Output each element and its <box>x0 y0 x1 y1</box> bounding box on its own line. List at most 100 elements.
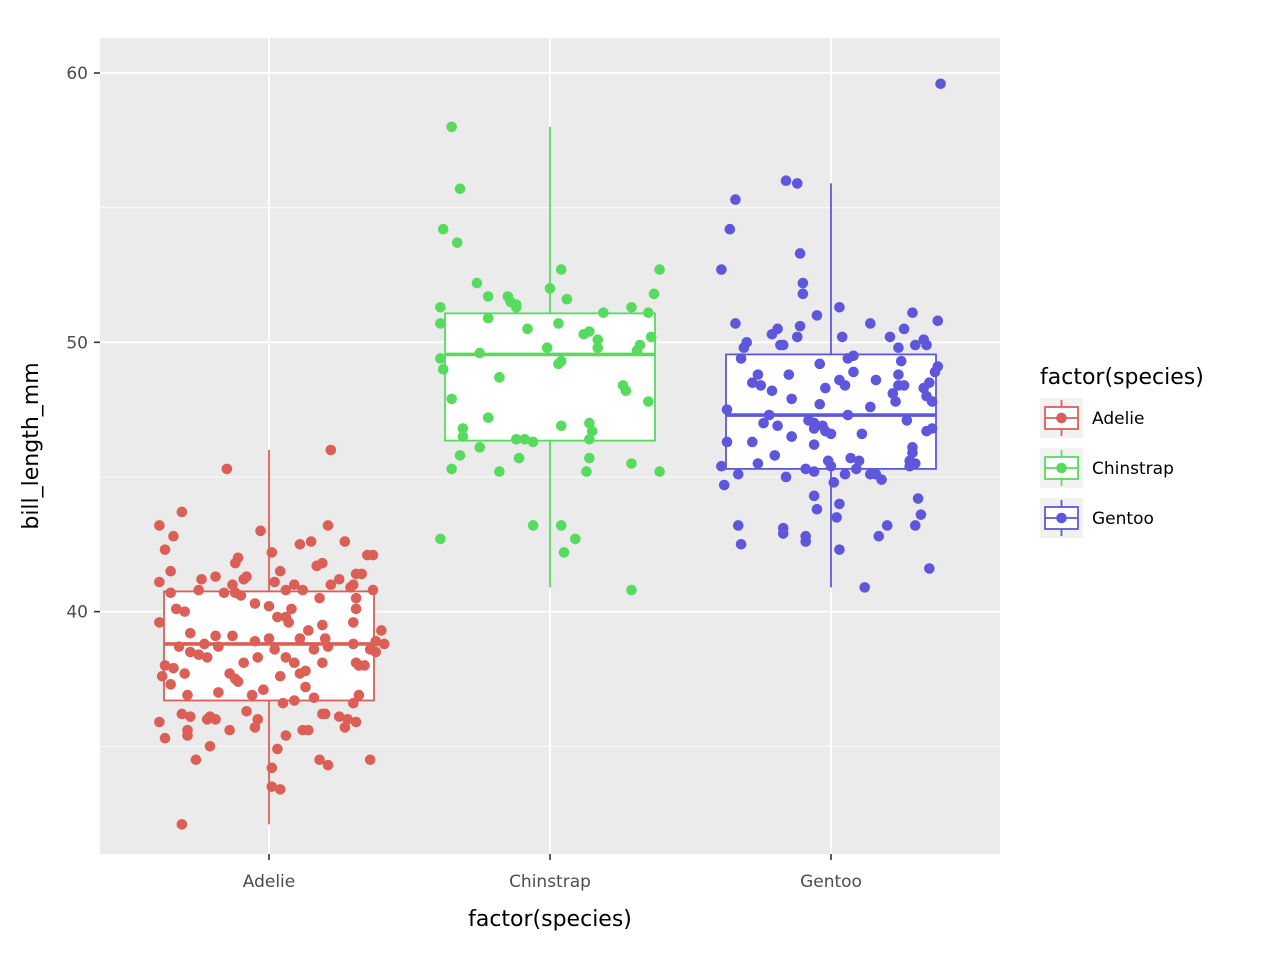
data-point-chinstrap <box>474 347 486 359</box>
data-point-adelie <box>274 784 286 795</box>
data-point-gentoo <box>741 337 752 348</box>
data-point-gentoo <box>876 474 887 485</box>
legend-key-point <box>1056 412 1067 424</box>
data-point-adelie <box>308 644 320 655</box>
data-point-chinstrap <box>437 223 449 235</box>
data-point-adelie <box>364 754 376 766</box>
data-point-adelie <box>185 627 196 639</box>
data-point-adelie <box>227 630 238 642</box>
data-point-adelie <box>238 657 250 669</box>
data-point-chinstrap <box>654 466 665 477</box>
data-point-chinstrap <box>454 183 466 195</box>
data-point-gentoo <box>752 458 764 469</box>
data-point-gentoo <box>834 498 845 510</box>
data-point-gentoo <box>800 463 812 475</box>
data-point-chinstrap <box>454 450 466 461</box>
data-point-chinstrap <box>643 396 654 407</box>
data-point-gentoo <box>873 530 885 542</box>
data-point-adelie <box>159 660 171 671</box>
data-point-adelie <box>241 705 252 717</box>
data-point-gentoo <box>808 423 820 434</box>
data-point-gentoo <box>856 428 868 440</box>
data-point-gentoo <box>820 382 831 394</box>
data-point-chinstrap <box>494 466 505 477</box>
data-point-gentoo <box>794 320 806 332</box>
data-point-adelie <box>176 506 188 518</box>
data-point-chinstrap <box>446 463 457 475</box>
data-point-adelie <box>249 598 261 609</box>
data-point-adelie <box>165 679 176 690</box>
data-point-adelie <box>274 565 286 577</box>
data-point-adelie <box>263 600 275 612</box>
legend: factor(species) Adelie Chinstrap Gentoo <box>1040 365 1204 538</box>
data-point-adelie <box>345 582 356 593</box>
data-point-chinstrap <box>482 412 494 424</box>
data-point-gentoo <box>791 331 803 343</box>
data-point-gentoo <box>926 423 938 434</box>
data-point-adelie <box>168 530 179 542</box>
data-point-adelie <box>300 681 311 693</box>
data-point-gentoo <box>848 350 859 362</box>
data-point-adelie <box>325 579 337 590</box>
data-point-adelie <box>350 716 362 728</box>
data-point-adelie <box>179 606 190 617</box>
data-point-adelie <box>280 730 292 741</box>
data-point-adelie <box>322 759 334 771</box>
data-point-gentoo <box>747 377 758 389</box>
data-point-adelie <box>280 584 292 596</box>
axes: 40 50 60 Adelie Chinstrap Gentoo <box>66 64 862 892</box>
data-point-chinstrap <box>555 264 567 275</box>
data-point-gentoo <box>881 520 893 531</box>
data-point-chinstrap <box>519 433 531 445</box>
data-point-gentoo <box>907 442 918 453</box>
data-point-gentoo <box>910 520 921 531</box>
box-body <box>444 312 656 442</box>
data-point-gentoo <box>730 194 741 205</box>
data-point-adelie <box>176 819 188 830</box>
data-point-gentoo <box>786 393 797 405</box>
data-point-adelie <box>173 641 185 652</box>
data-point-chinstrap <box>457 431 469 442</box>
data-point-adelie <box>280 652 292 663</box>
data-point-chinstrap <box>527 520 539 531</box>
data-point-adelie <box>252 652 264 663</box>
data-point-adelie <box>353 689 365 701</box>
data-point-adelie <box>249 722 261 733</box>
data-point-gentoo <box>797 277 809 289</box>
data-point-gentoo <box>811 503 823 515</box>
data-point-adelie <box>269 576 280 588</box>
data-point-gentoo <box>921 339 932 351</box>
data-point-adelie <box>229 557 241 569</box>
data-point-chinstrap <box>522 323 533 335</box>
data-point-adelie <box>356 568 368 580</box>
data-point-chinstrap <box>513 452 525 464</box>
data-point-chinstrap <box>578 328 590 340</box>
data-point-chinstrap <box>510 433 522 445</box>
data-point-chinstrap <box>544 283 556 294</box>
data-point-chinstrap <box>626 458 637 469</box>
legend-label-chinstrap: Chinstrap <box>1092 459 1174 479</box>
data-point-chinstrap <box>592 334 604 345</box>
data-point-gentoo <box>924 563 935 574</box>
data-point-gentoo <box>912 493 924 504</box>
data-point-adelie <box>350 603 362 615</box>
data-point-chinstrap <box>626 584 637 596</box>
jitter-points <box>154 78 946 830</box>
data-point-chinstrap <box>645 331 657 343</box>
data-point-chinstrap <box>494 372 505 383</box>
data-point-adelie <box>241 571 252 582</box>
data-point-adelie <box>246 689 258 701</box>
data-point-gentoo <box>865 401 876 413</box>
data-point-adelie <box>232 676 244 687</box>
data-point-adelie <box>210 571 221 582</box>
data-point-gentoo <box>865 318 876 329</box>
data-point-chinstrap <box>584 452 595 464</box>
data-point-adelie <box>319 633 331 644</box>
data-point-gentoo <box>721 404 733 415</box>
data-point-adelie <box>182 730 193 741</box>
data-point-adelie <box>370 646 382 658</box>
data-point-adelie <box>300 665 311 677</box>
data-point-adelie <box>314 592 325 604</box>
data-point-adelie <box>325 444 337 456</box>
